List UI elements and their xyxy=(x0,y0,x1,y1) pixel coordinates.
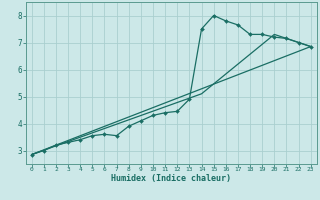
X-axis label: Humidex (Indice chaleur): Humidex (Indice chaleur) xyxy=(111,174,231,183)
